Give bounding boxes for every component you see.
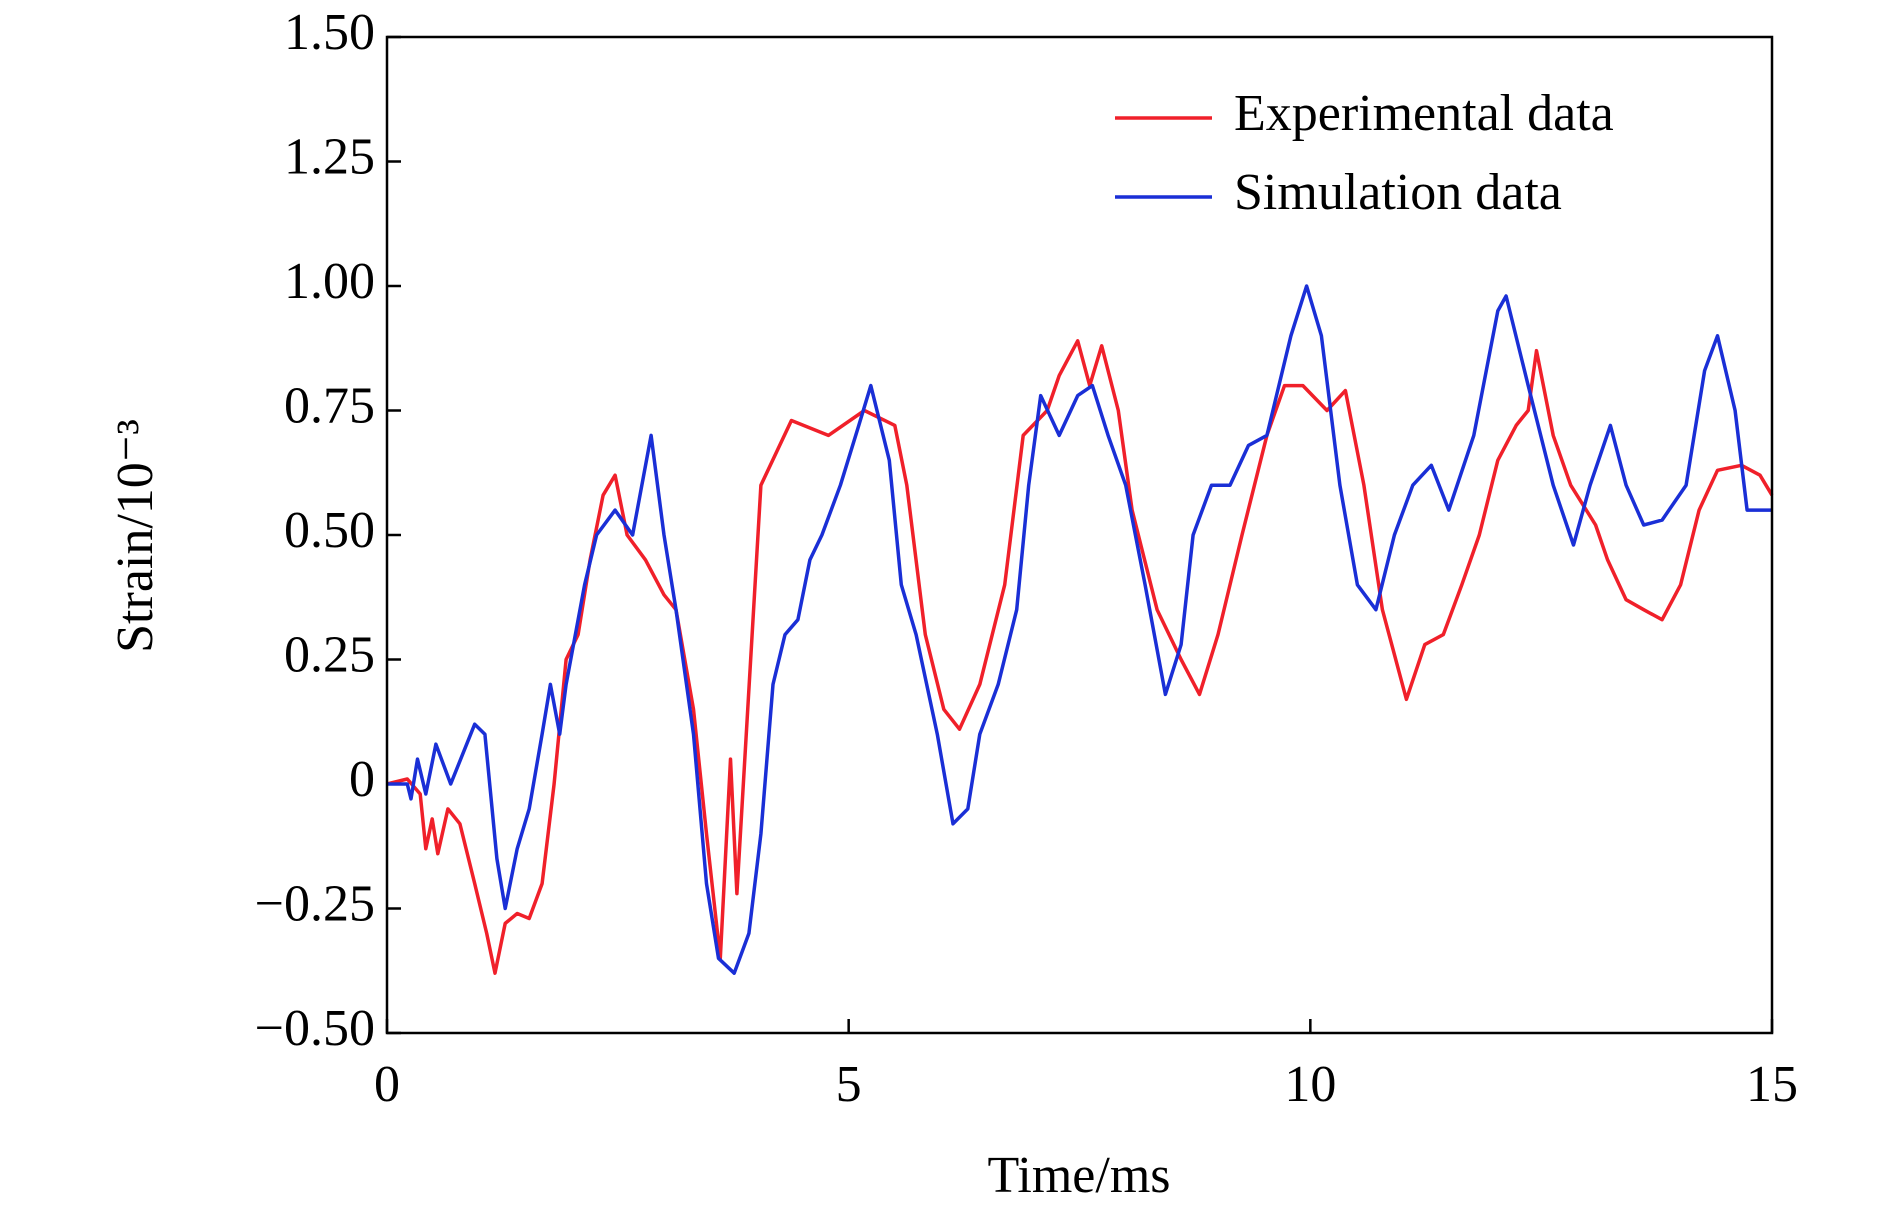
y-tick-label: −0.50	[255, 1000, 375, 1057]
y-axis-label: Strain/10⁻³	[107, 419, 164, 653]
x-tick-label: 10	[1284, 1056, 1336, 1113]
data-line	[387, 284, 1772, 975]
plot-frame	[385, 35, 1774, 1035]
y-tick-label: 1.25	[284, 128, 375, 185]
y-tick-label: −0.25	[255, 875, 375, 932]
data-line	[386, 339, 1774, 975]
x-tick-label: 5	[836, 1056, 862, 1113]
y-tick-label: 1.00	[284, 253, 375, 310]
y-tick-label: 0.25	[284, 626, 375, 683]
y-tick-label: 0.50	[284, 502, 375, 559]
y-tick-label: 0	[349, 751, 375, 808]
legend-label: Experimental data	[1234, 85, 1614, 142]
x-tick-label: 15	[1746, 1056, 1798, 1113]
y-tick-label: 0.75	[284, 377, 375, 434]
legend-label: Simulation data	[1234, 164, 1562, 221]
x-tick-label: 0	[374, 1056, 400, 1113]
x-axis-label: Time/ms	[987, 1147, 1170, 1204]
y-tick-label: 1.50	[284, 4, 375, 61]
